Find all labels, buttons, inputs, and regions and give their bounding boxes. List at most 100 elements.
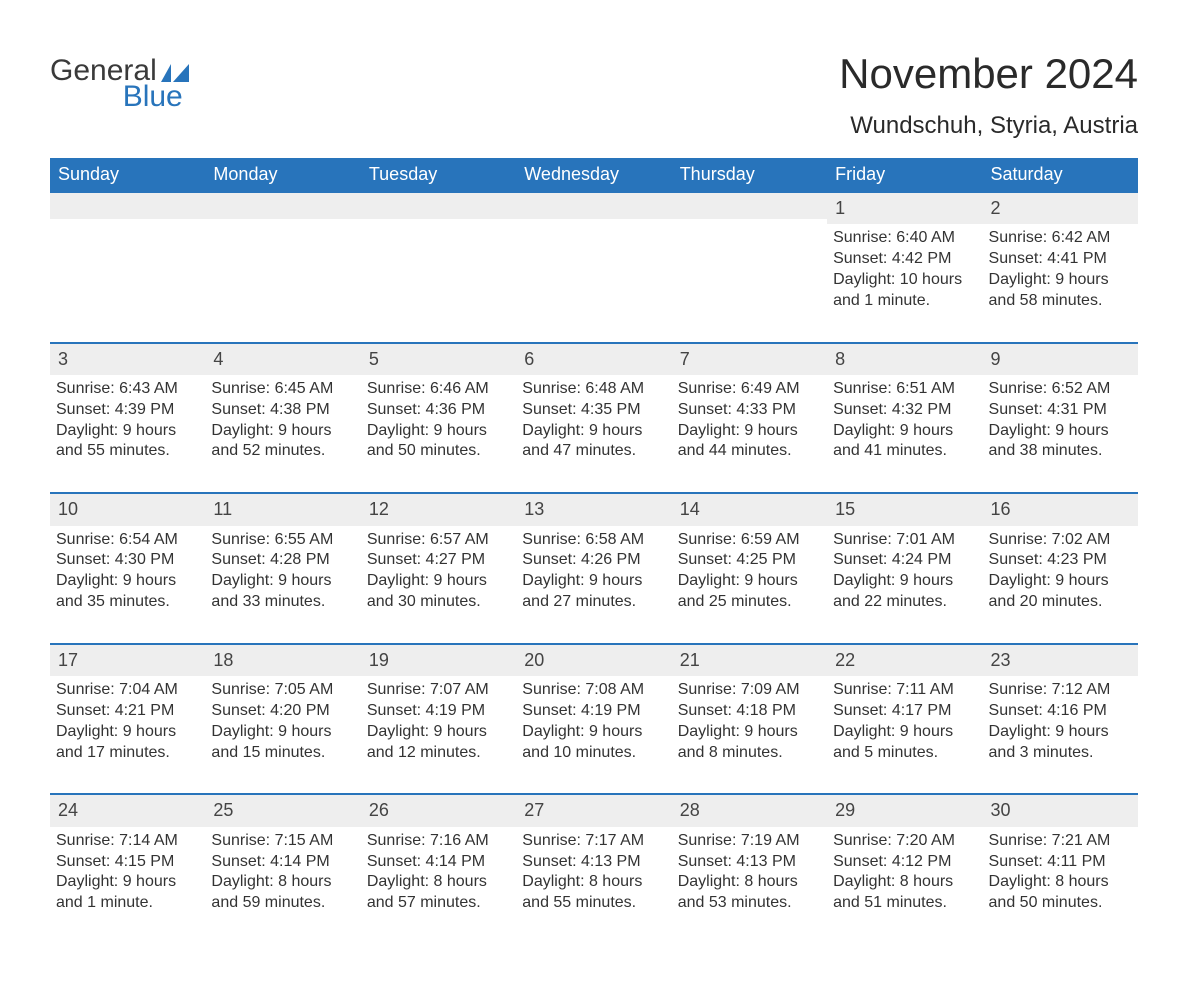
calendar-cell: 5Sunrise: 6:46 AMSunset: 4:36 PMDaylight… (361, 344, 516, 471)
sunrise-text: Sunrise: 6:51 AM (833, 379, 976, 400)
dl1-text: Daylight: 9 hours (989, 722, 1132, 743)
sunrise-text: Sunrise: 6:54 AM (56, 530, 199, 551)
calendar-cell: 11Sunrise: 6:55 AMSunset: 4:28 PMDayligh… (205, 494, 360, 621)
day-number: 25 (205, 795, 360, 826)
calendar-cell: 6 Sunrise: 6:48 AMSunset: 4:35 PMDaylight… (516, 344, 671, 471)
dl2-text: and 20 minutes. (989, 592, 1132, 613)
day-details: Sunrise: 6:55 AMSunset: 4:28 PMDaylight:… (211, 530, 354, 613)
calendar-cell: 17Sunrise: 7:04 AMSunset: 4:21 PMDayligh… (50, 645, 205, 772)
day-number (672, 193, 827, 219)
dl2-text: and 55 minutes. (56, 441, 199, 462)
dl2-text: and 8 minutes. (678, 743, 821, 764)
dl2-text: and 55 minutes. (522, 893, 665, 914)
day-number (50, 193, 205, 219)
calendar-cell: 30Sunrise: 7:21 AMSunset: 4:11 PMDayligh… (983, 795, 1138, 922)
day-details: Sunrise: 6:59 AMSunset: 4:25 PMDaylight:… (678, 530, 821, 613)
dl1-text: Daylight: 8 hours (678, 872, 821, 893)
day-details: Sunrise: 7:08 AMSunset: 4:19 PMDaylight:… (522, 680, 665, 763)
day-number: 12 (361, 494, 516, 525)
dl2-text: and 12 minutes. (367, 743, 510, 764)
calendar-cell (50, 193, 205, 320)
calendar-cell: 12Sunrise: 6:57 AMSunset: 4:27 PMDayligh… (361, 494, 516, 621)
calendar-week: 3Sunrise: 6:43 AMSunset: 4:39 PMDaylight… (50, 342, 1138, 471)
dl2-text: and 53 minutes. (678, 893, 821, 914)
day-number: 10 (50, 494, 205, 525)
calendar-cell (361, 193, 516, 320)
sunset-text: Sunset: 4:14 PM (367, 852, 510, 873)
day-number: 21 (672, 645, 827, 676)
day-details: Sunrise: 6:54 AMSunset: 4:30 PMDaylight:… (56, 530, 199, 613)
dl1-text: Daylight: 9 hours (56, 722, 199, 743)
dl1-text: Daylight: 9 hours (56, 571, 199, 592)
dl2-text: and 5 minutes. (833, 743, 976, 764)
dl1-text: Daylight: 8 hours (989, 872, 1132, 893)
location-text: Wundschuh, Styria, Austria (839, 112, 1138, 140)
day-details: Sunrise: 7:19 AMSunset: 4:13 PMDaylight:… (678, 831, 821, 914)
calendar-week: 10Sunrise: 6:54 AMSunset: 4:30 PMDayligh… (50, 492, 1138, 621)
dl1-text: Daylight: 9 hours (367, 722, 510, 743)
dl1-text: Daylight: 9 hours (522, 722, 665, 743)
day-number: 17 (50, 645, 205, 676)
dl1-text: Daylight: 9 hours (211, 571, 354, 592)
day-details: Sunrise: 7:05 AMSunset: 4:20 PMDaylight:… (211, 680, 354, 763)
dl2-text: and 22 minutes. (833, 592, 976, 613)
dl2-text: and 30 minutes. (367, 592, 510, 613)
dl2-text: and 57 minutes. (367, 893, 510, 914)
sunset-text: Sunset: 4:30 PM (56, 550, 199, 571)
sunrise-text: Sunrise: 7:19 AM (678, 831, 821, 852)
day-details: Sunrise: 7:12 AMSunset: 4:16 PMDaylight:… (989, 680, 1132, 763)
day-number: 16 (983, 494, 1138, 525)
dl1-text: Daylight: 9 hours (522, 571, 665, 592)
sunrise-text: Sunrise: 7:20 AM (833, 831, 976, 852)
dl1-text: Daylight: 8 hours (211, 872, 354, 893)
calendar-cell: 10 Sunrise: 6:54 AMSunset: 4:30 PMDayligh… (50, 494, 205, 621)
sunrise-text: Sunrise: 7:15 AM (211, 831, 354, 852)
calendar-cell: 1Sunrise: 6:40 AMSunset: 4:42 PMDaylight… (827, 193, 982, 320)
sunrise-text: Sunrise: 7:14 AM (56, 831, 199, 852)
day-number: 6 (516, 344, 671, 375)
dl1-text: Daylight: 8 hours (367, 872, 510, 893)
dl1-text: Daylight: 9 hours (56, 872, 199, 893)
sunset-text: Sunset: 4:21 PM (56, 701, 199, 722)
day-header-mon: Monday (205, 158, 360, 193)
dl2-text: and 50 minutes. (989, 893, 1132, 914)
day-number: 23 (983, 645, 1138, 676)
day-details: Sunrise: 6:48 AMSunset: 4:35 PMDaylight:… (522, 379, 665, 462)
day-header-row: Sunday Monday Tuesday Wednesday Thursday… (50, 158, 1138, 193)
dl1-text: Daylight: 8 hours (522, 872, 665, 893)
calendar-cell: 22Sunrise: 7:11 AMSunset: 4:17 PMDayligh… (827, 645, 982, 772)
calendar-week: 1Sunrise: 6:40 AMSunset: 4:42 PMDaylight… (50, 193, 1138, 320)
day-details: Sunrise: 7:09 AMSunset: 4:18 PMDaylight:… (678, 680, 821, 763)
day-number: 4 (205, 344, 360, 375)
calendar-cell: 2Sunrise: 6:42 AMSunset: 4:41 PMDaylight… (983, 193, 1138, 320)
dl1-text: Daylight: 9 hours (56, 421, 199, 442)
day-number: 1 (827, 193, 982, 224)
dl1-text: Daylight: 9 hours (367, 571, 510, 592)
day-details: Sunrise: 7:11 AMSunset: 4:17 PMDaylight:… (833, 680, 976, 763)
day-details: Sunrise: 6:58 AMSunset: 4:26 PMDaylight:… (522, 530, 665, 613)
dl2-text: and 44 minutes. (678, 441, 821, 462)
day-number: 19 (361, 645, 516, 676)
sunset-text: Sunset: 4:24 PM (833, 550, 976, 571)
dl2-text: and 47 minutes. (522, 441, 665, 462)
logo-text-blue: Blue (123, 82, 189, 112)
sunrise-text: Sunrise: 6:42 AM (989, 228, 1132, 249)
day-number: 28 (672, 795, 827, 826)
calendar-cell: 19Sunrise: 7:07 AMSunset: 4:19 PMDayligh… (361, 645, 516, 772)
day-number: 18 (205, 645, 360, 676)
sunset-text: Sunset: 4:25 PM (678, 550, 821, 571)
sunset-text: Sunset: 4:35 PM (522, 400, 665, 421)
sunset-text: Sunset: 4:32 PM (833, 400, 976, 421)
dl2-text: and 41 minutes. (833, 441, 976, 462)
sunrise-text: Sunrise: 6:58 AM (522, 530, 665, 551)
day-details: Sunrise: 6:46 AMSunset: 4:36 PMDaylight:… (367, 379, 510, 462)
dl1-text: Daylight: 9 hours (678, 722, 821, 743)
day-details: Sunrise: 7:16 AMSunset: 4:14 PMDaylight:… (367, 831, 510, 914)
sunset-text: Sunset: 4:16 PM (989, 701, 1132, 722)
calendar-cell: 7Sunrise: 6:49 AMSunset: 4:33 PMDaylight… (672, 344, 827, 471)
dl1-text: Daylight: 9 hours (833, 571, 976, 592)
calendar-cell: 21 Sunrise: 7:09 AMSunset: 4:18 PMDayligh… (672, 645, 827, 772)
dl2-text: and 25 minutes. (678, 592, 821, 613)
day-details: Sunrise: 7:17 AMSunset: 4:13 PMDaylight:… (522, 831, 665, 914)
dl1-text: Daylight: 9 hours (833, 421, 976, 442)
